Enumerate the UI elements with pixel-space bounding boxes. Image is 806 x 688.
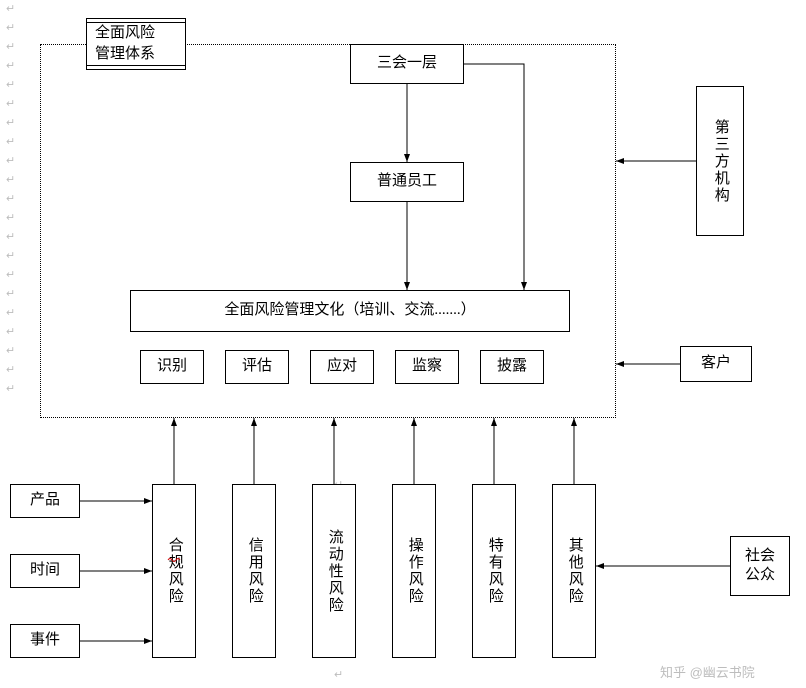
risk-compliance: 合规风险: [152, 484, 196, 658]
input-product: 产品: [10, 484, 80, 518]
process-disclose: 披露: [480, 350, 544, 384]
node-employee-label: 普通员工: [377, 172, 437, 192]
risk-operation: 操作风险: [392, 484, 436, 658]
process-respond: 应对: [310, 350, 374, 384]
risk-credit: 信用风险: [232, 484, 276, 658]
process-monitor: 监察: [395, 350, 459, 384]
ext-public: 社会 公众: [730, 536, 790, 596]
risk-special: 特有风险: [472, 484, 516, 658]
watermark: 知乎 @幽云书院: [660, 662, 755, 681]
ext-customer: 客户: [680, 346, 752, 382]
node-culture-label: 全面风险管理文化（培训、交流.......）: [224, 301, 475, 321]
process-assess: 评估: [225, 350, 289, 384]
node-top-council: 三会一层: [350, 44, 464, 84]
risk-liquidity: 流动性风险: [312, 484, 356, 658]
input-event: 事件: [10, 624, 80, 658]
node-top-label: 三会一层: [377, 54, 437, 74]
risk-other: 其他风险: [552, 484, 596, 658]
node-culture: 全面风险管理文化（培训、交流.......）: [130, 290, 570, 332]
title-line2: 管理体系: [95, 44, 177, 65]
title-line1: 全面风险: [95, 23, 177, 44]
gutter-marks-left: ↵↵↵↵↵↵↵↵↵↵↵↵↵↵↵↵↵↵↵↵↵: [6, 0, 15, 399]
title-box: 全面风险 管理体系: [86, 18, 186, 70]
ext-third-party: 第三方机构: [696, 86, 744, 236]
node-employee: 普通员工: [350, 162, 464, 202]
input-time: 时间: [10, 554, 80, 588]
ext-third-party-label: 第三方机构: [710, 119, 730, 204]
process-identify: 识别: [140, 350, 204, 384]
